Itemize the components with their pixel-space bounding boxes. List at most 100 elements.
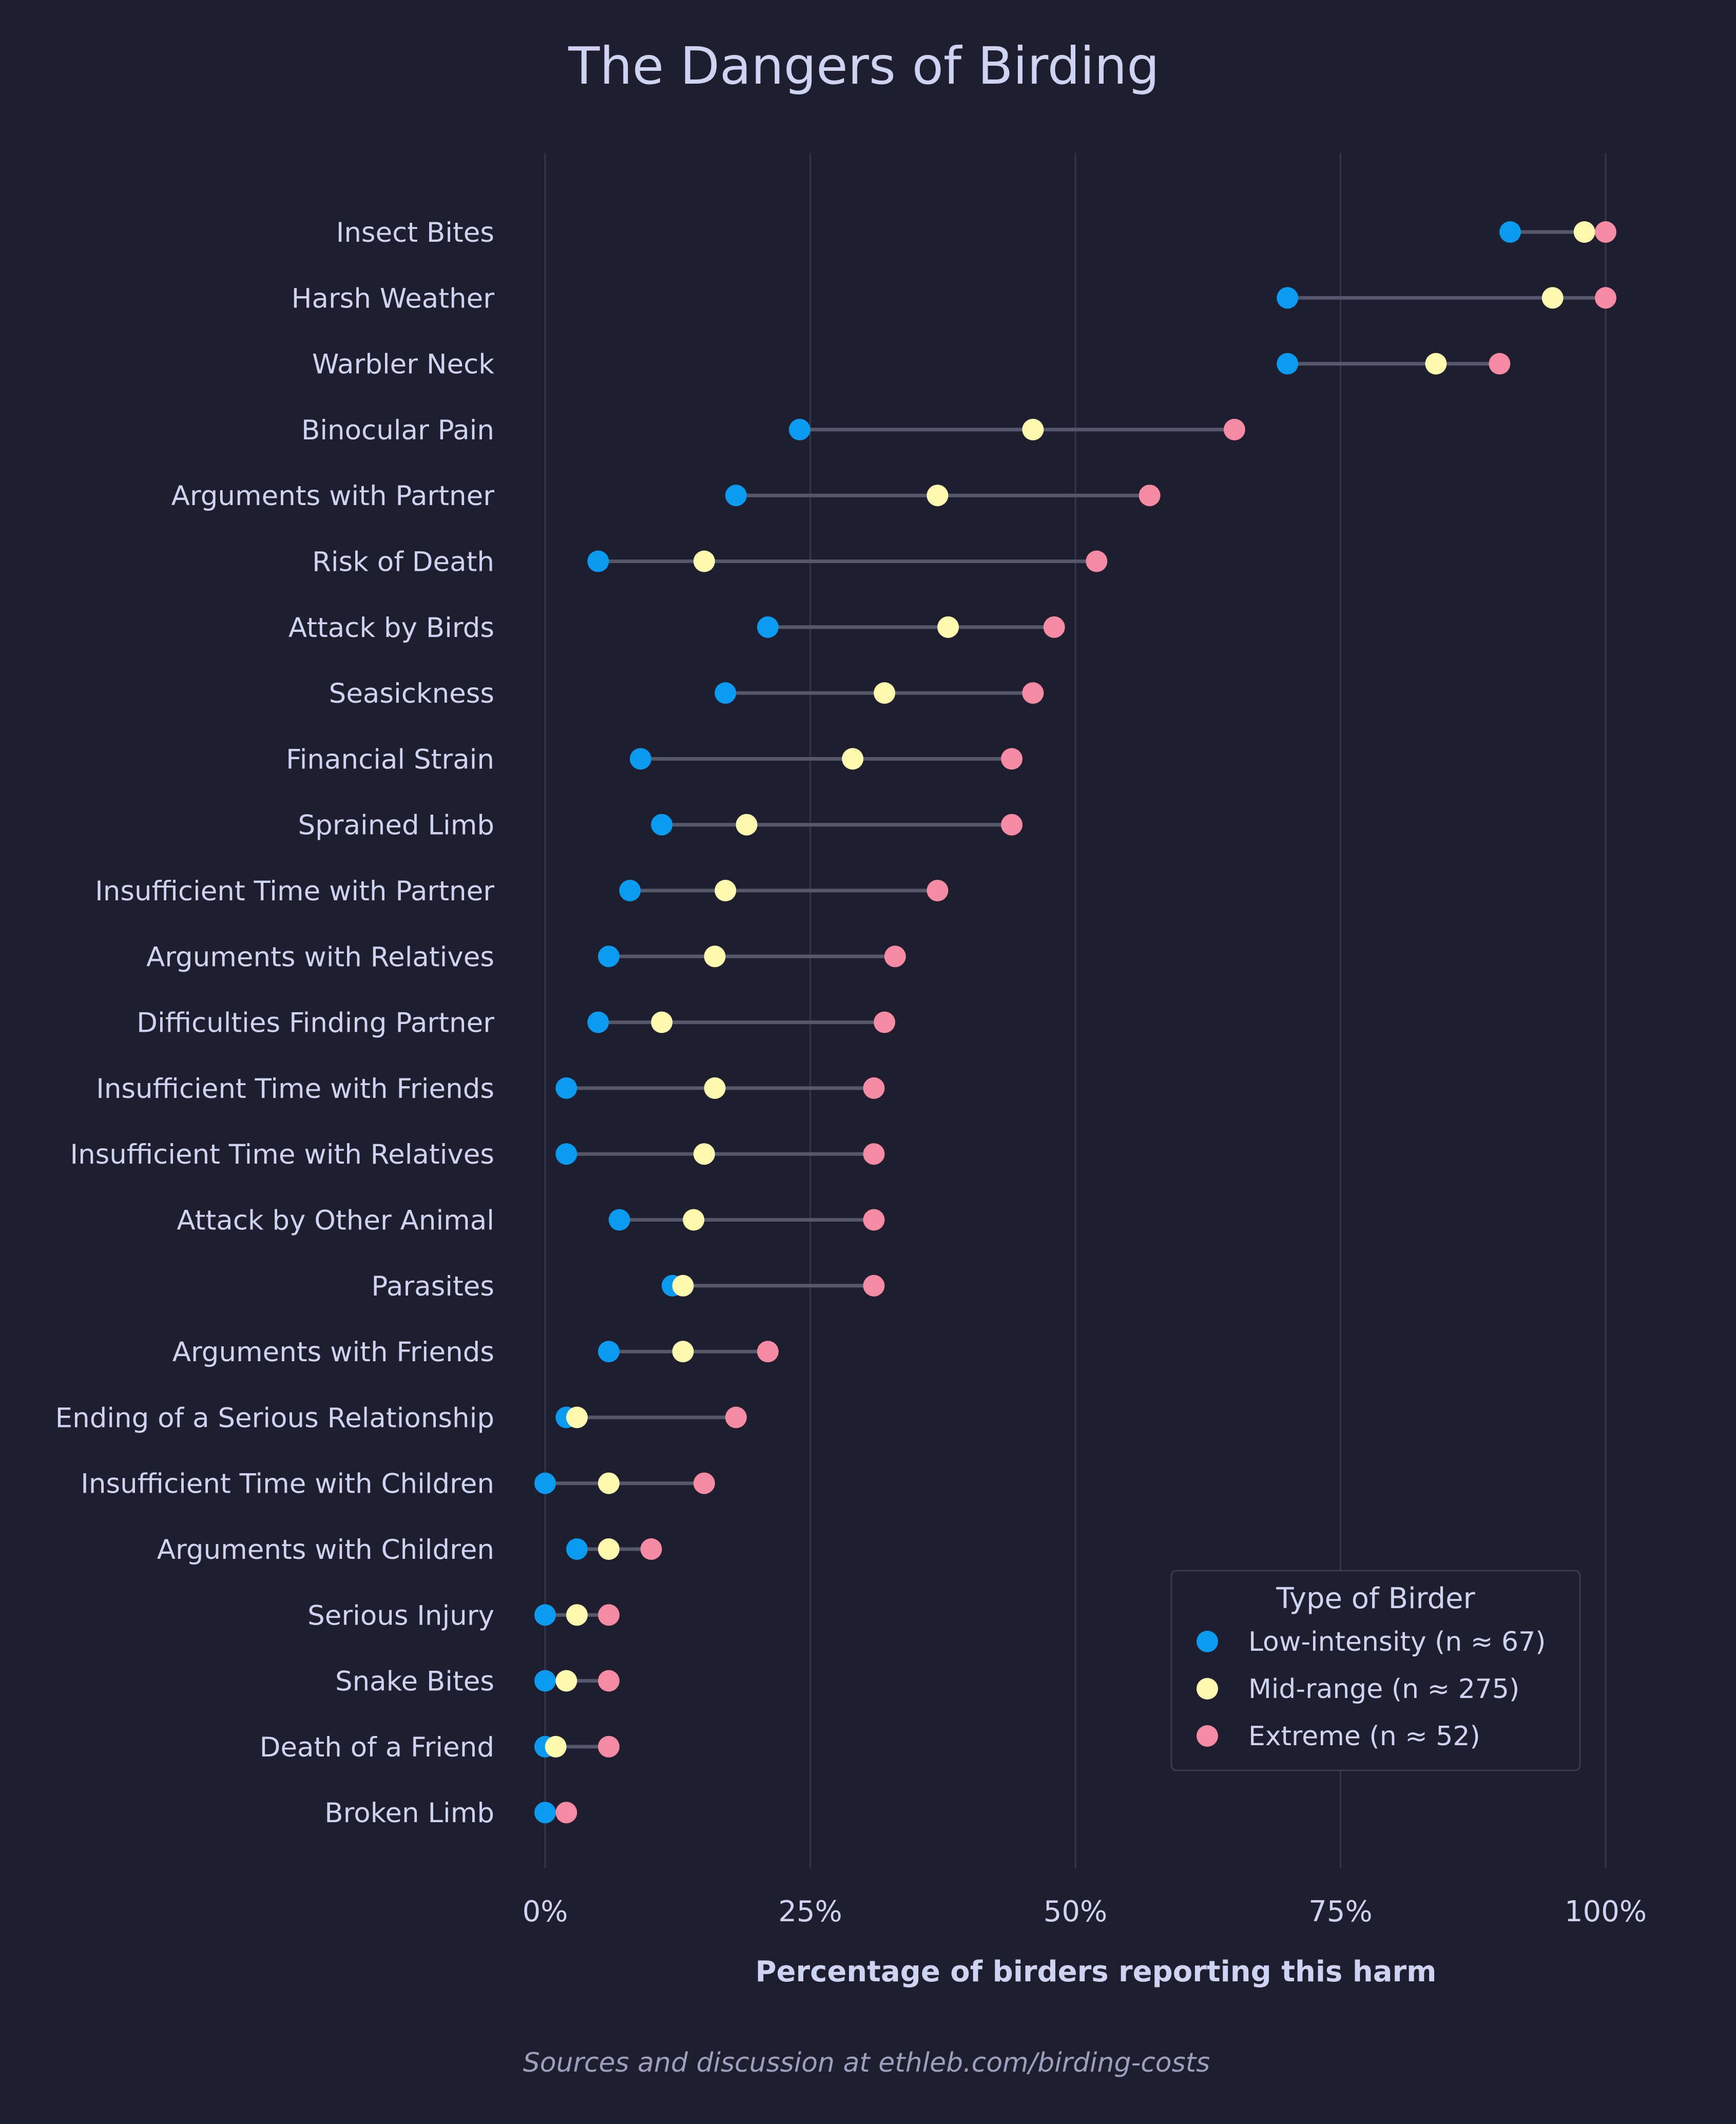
category-label: Attack by Other Animal xyxy=(177,1205,494,1237)
data-point xyxy=(874,682,896,704)
category-label: Sprained Limb xyxy=(298,810,495,841)
data-point xyxy=(863,1275,885,1297)
legend-marker xyxy=(1197,1725,1218,1747)
legend: Type of Birder Low-intensity (n ≈ 67) Mid… xyxy=(1170,1570,1581,1771)
data-point xyxy=(534,1472,556,1494)
x-axis-ticks: 0% 25% 50% 75% 100% xyxy=(523,1895,1647,1928)
data-point xyxy=(629,748,651,770)
data-point xyxy=(545,1735,567,1758)
data-point xyxy=(1277,287,1299,309)
data-point xyxy=(534,1670,556,1692)
category-label: Snake Bites xyxy=(335,1666,494,1697)
category-label: Insufficient Time with Relatives xyxy=(70,1139,494,1170)
data-point xyxy=(1043,616,1065,638)
category-label: Arguments with Relatives xyxy=(146,941,494,973)
data-point xyxy=(597,1604,620,1626)
data-point xyxy=(1022,418,1044,440)
data-point xyxy=(597,1538,620,1560)
category-label: Difficulties Finding Partner xyxy=(137,1008,494,1039)
legend-title: Type of Birder xyxy=(1276,1582,1475,1615)
data-point xyxy=(1499,221,1521,243)
data-point xyxy=(725,485,747,507)
data-point xyxy=(874,1011,896,1033)
data-point xyxy=(704,1077,726,1099)
data-point xyxy=(1086,550,1108,572)
data-point xyxy=(937,616,959,638)
data-point xyxy=(1489,353,1511,375)
category-label: Seasickness xyxy=(329,678,494,709)
data-point xyxy=(1139,485,1161,507)
category-label: Serious Injury xyxy=(307,1600,494,1631)
category-label: Parasites xyxy=(371,1271,494,1302)
legend-marker xyxy=(1197,1631,1218,1652)
data-point xyxy=(597,945,620,968)
data-point xyxy=(640,1538,662,1560)
data-point xyxy=(534,1604,556,1626)
category-label: Arguments with Children xyxy=(157,1534,494,1566)
data-point xyxy=(651,814,673,836)
data-point xyxy=(693,550,715,572)
data-point xyxy=(587,1011,609,1033)
data-point xyxy=(715,880,737,901)
data-point xyxy=(672,1341,694,1363)
data-point xyxy=(1573,221,1595,243)
data-point xyxy=(757,1341,779,1363)
data-point xyxy=(693,1143,715,1165)
x-tick-label: 25% xyxy=(778,1895,842,1928)
data-point xyxy=(788,418,811,440)
category-label: Binocular Pain xyxy=(301,415,494,446)
data-point xyxy=(863,1209,885,1231)
category-label: Risk of Death xyxy=(312,547,494,578)
category-label: Warbler Neck xyxy=(312,349,494,380)
x-tick-label: 75% xyxy=(1308,1895,1372,1928)
category-label: Insect Bites xyxy=(336,217,494,248)
data-point xyxy=(1001,814,1023,836)
data-point xyxy=(863,1077,885,1099)
data-point xyxy=(672,1275,694,1297)
data-point xyxy=(757,616,779,638)
data-point xyxy=(1277,353,1299,375)
data-point xyxy=(683,1209,705,1231)
data-point xyxy=(597,1735,620,1758)
data-point xyxy=(927,880,949,901)
category-label: Harsh Weather xyxy=(292,283,495,314)
data-point xyxy=(884,945,906,968)
data-point xyxy=(725,1406,747,1428)
data-point xyxy=(693,1472,715,1494)
data-point xyxy=(715,682,737,704)
data-point xyxy=(597,1341,620,1363)
category-label: Arguments with Friends xyxy=(172,1337,494,1368)
chart-title: The Dangers of Birding xyxy=(568,36,1159,96)
data-point xyxy=(1022,682,1044,704)
category-label: Attack by Birds xyxy=(288,612,494,644)
legend-box xyxy=(1170,1570,1581,1771)
data-points xyxy=(534,221,1616,1824)
data-point xyxy=(1595,221,1616,243)
category-label: Insufficient Time with Children xyxy=(81,1469,494,1500)
data-point xyxy=(566,1538,588,1560)
category-label: Arguments with Partner xyxy=(171,480,495,512)
data-point xyxy=(863,1143,885,1165)
legend-marker xyxy=(1197,1678,1218,1700)
category-labels: Insect Bites Harsh Weather Warbler Neck Bin… xyxy=(55,217,495,1829)
data-point xyxy=(651,1011,673,1033)
category-label: Insufficient Time with Partner xyxy=(95,876,494,907)
data-point xyxy=(597,1472,620,1494)
data-point xyxy=(566,1406,588,1428)
x-tick-label: 0% xyxy=(523,1895,568,1928)
x-tick-label: 50% xyxy=(1044,1895,1107,1928)
x-tick-label: 100% xyxy=(1565,1895,1647,1928)
category-label: Death of a Friend xyxy=(260,1732,494,1763)
data-point xyxy=(1595,287,1616,309)
data-point xyxy=(555,1143,577,1165)
data-point xyxy=(587,550,609,572)
data-point xyxy=(927,485,949,507)
data-point xyxy=(1001,748,1023,770)
category-label: Broken Limb xyxy=(324,1798,494,1829)
data-point xyxy=(704,945,726,968)
legend-label: Extreme (n ≈ 52) xyxy=(1248,1721,1480,1752)
category-label: Financial Strain xyxy=(286,744,494,775)
data-point xyxy=(534,1802,556,1824)
data-point xyxy=(736,814,758,836)
